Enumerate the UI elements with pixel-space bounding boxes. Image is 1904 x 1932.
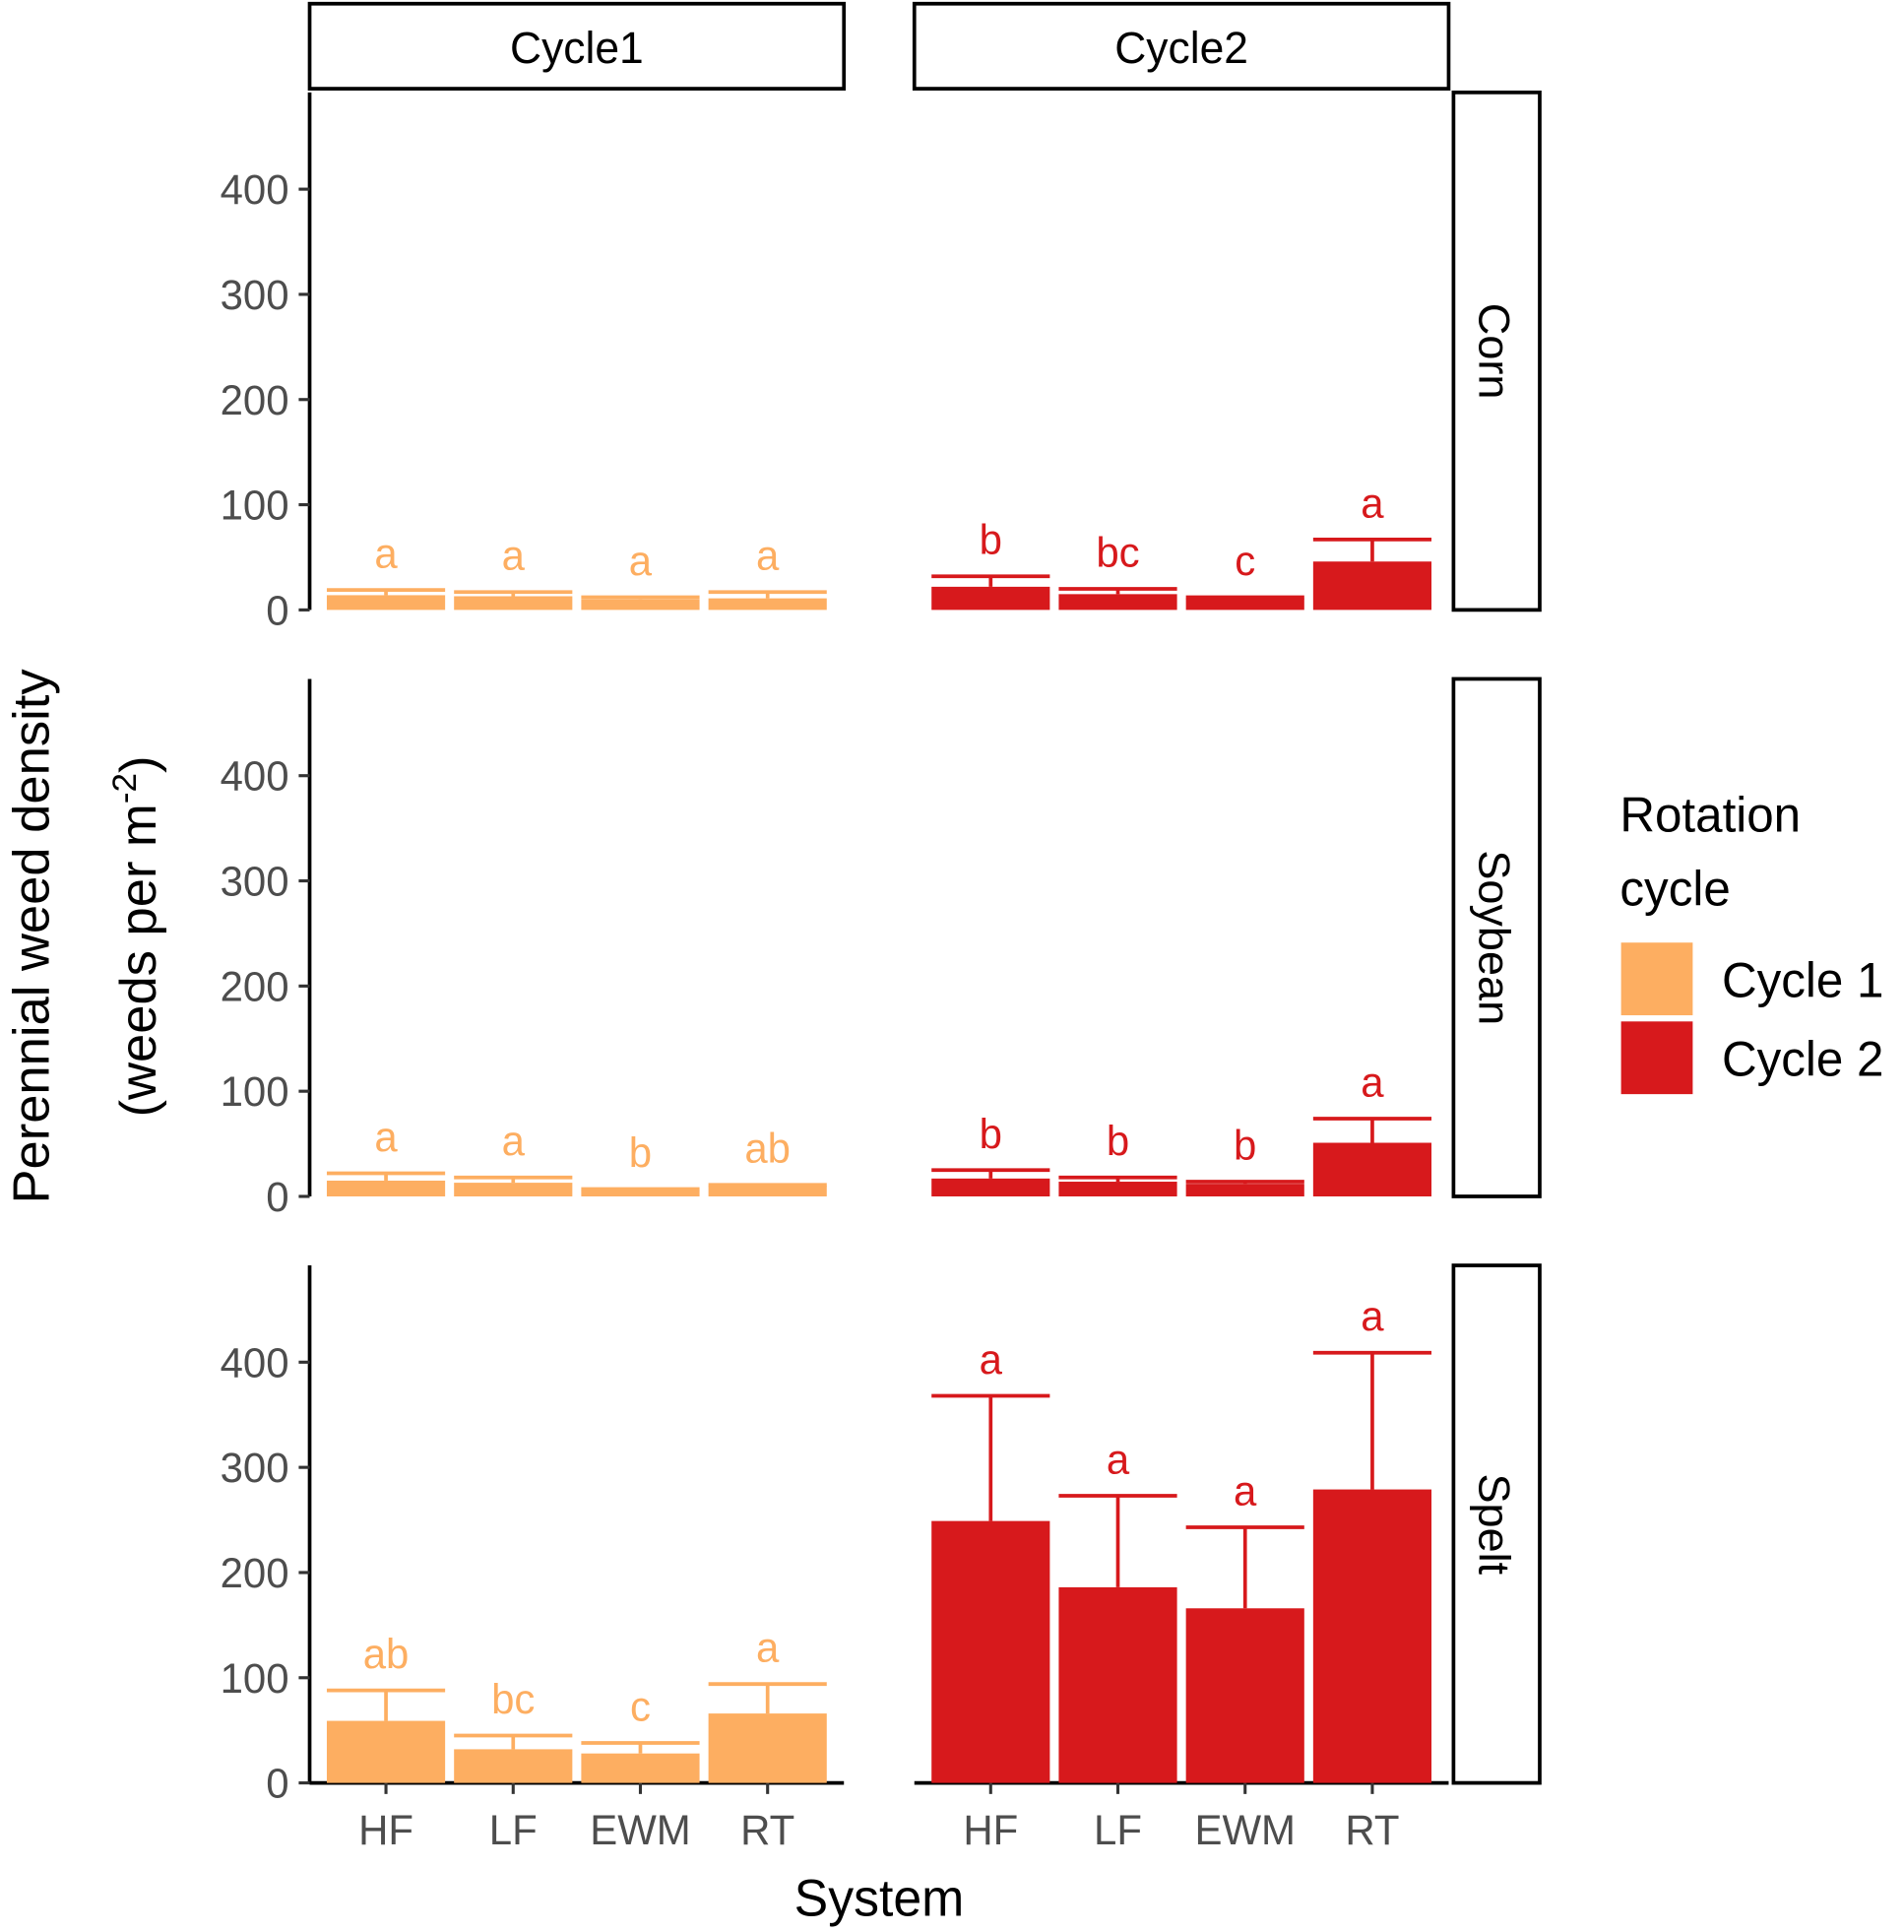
bar-spelt-cycle1-hf [326, 1720, 446, 1783]
legend-title-line1: Rotation [1619, 787, 1801, 842]
y-tick-label: 400 [221, 166, 289, 213]
significance-letter: a [1234, 1467, 1257, 1513]
bar-corn-cycle2-lf [1058, 594, 1177, 611]
bar-spelt-cycle1-ewm [581, 1753, 700, 1783]
legend-title-line2: cycle [1619, 861, 1730, 916]
x-tick-label-ewm: EWM [590, 1807, 690, 1853]
bar-corn-cycle2-ewm [1185, 598, 1304, 611]
significance-letter: bc [1096, 529, 1139, 575]
strip-cycle2 [912, 1, 1451, 91]
bar-spelt-cycle2-lf [1058, 1586, 1177, 1783]
significance-letter: b [629, 1129, 652, 1176]
significance-letter: a [1361, 1293, 1384, 1339]
significance-letter: a [374, 530, 398, 576]
significance-letter: b [1234, 1122, 1256, 1168]
x-tick-label-hf: HF [963, 1807, 1018, 1853]
legend-swatch-cycle1 [1620, 942, 1693, 1016]
bar-soybean-cycle1-ewm [581, 1190, 700, 1196]
bar-spelt-cycle2-ewm [1185, 1608, 1304, 1783]
significance-letter: a [1361, 480, 1384, 526]
y-tick-label: 200 [221, 376, 289, 422]
x-tick-label-rt: RT [740, 1807, 794, 1853]
significance-letter: a [1361, 1059, 1384, 1105]
x-tick-label-hf: HF [358, 1807, 413, 1853]
significance-letter: b [980, 516, 1002, 562]
y-tick-label: 200 [221, 1550, 289, 1596]
legend-label-cycle1: Cycle 1 [1722, 952, 1883, 1007]
significance-letter: a [980, 1336, 1003, 1383]
bar-spelt-cycle1-lf [454, 1749, 573, 1783]
bar-corn-cycle2-rt [1312, 561, 1432, 611]
strip-label-soybean: Soybean [1469, 850, 1517, 1025]
x-axis-title: System [794, 1870, 965, 1927]
y-tick-label: 0 [266, 1174, 288, 1220]
significance-letter: a [756, 532, 780, 578]
y-tick-label: 300 [221, 272, 289, 318]
strip-label-cycle1: Cycle1 [510, 25, 644, 73]
strip-label-cycle2: Cycle2 [1114, 25, 1248, 73]
bar-soybean-cycle1-lf [454, 1183, 573, 1196]
bar-soybean-cycle1-rt [708, 1186, 827, 1196]
bar-soybean-cycle1-hf [326, 1180, 446, 1196]
significance-letter: a [374, 1114, 398, 1160]
significance-letter: a [502, 1118, 526, 1164]
strip-cycle1 [307, 1, 847, 91]
significance-letter: ab [363, 1631, 410, 1677]
bar-corn-cycle1-ewm [581, 599, 700, 611]
significance-letter: a [756, 1624, 780, 1670]
y-tick-label: 300 [221, 858, 289, 904]
legend-label-cycle2: Cycle 2 [1722, 1031, 1883, 1086]
significance-letter: b [1107, 1118, 1129, 1164]
bar-soybean-cycle2-rt [1312, 1142, 1432, 1196]
legend: Rotation cycle Cycle 1 Cycle 2 [1619, 787, 1883, 1095]
y-tick-label: 0 [266, 1760, 288, 1806]
y-tick-label: 100 [221, 1655, 289, 1702]
strip-corn [1451, 90, 1542, 612]
bar-corn-cycle2-hf [931, 586, 1050, 611]
significance-letter: bc [491, 1676, 535, 1722]
y-axis-title-line2: (weeds per m-2) [106, 756, 166, 1118]
significance-letter: b [980, 1110, 1002, 1156]
bar-spelt-cycle2-rt [1312, 1489, 1432, 1783]
strip-spelt [1451, 1263, 1542, 1785]
x-tick-label-lf: LF [1094, 1807, 1142, 1853]
y-tick-label: 100 [221, 1068, 289, 1115]
strip-label-corn: Corn [1469, 303, 1517, 400]
y-tick-label: 200 [221, 963, 289, 1009]
y-tick-label: 0 [266, 587, 288, 633]
y-tick-label: 400 [221, 1339, 289, 1385]
bar-corn-cycle1-rt [708, 598, 827, 611]
bar-spelt-cycle2-hf [931, 1520, 1050, 1783]
bar-spelt-cycle1-rt [708, 1713, 827, 1783]
significance-letter: c [1235, 538, 1255, 584]
significance-letter: a [502, 532, 526, 578]
bar-soybean-cycle2-hf [931, 1178, 1050, 1196]
bar-soybean-cycle2-ewm [1185, 1184, 1304, 1196]
bar-corn-cycle1-lf [454, 596, 573, 611]
x-tick-label-lf: LF [489, 1807, 538, 1853]
bar-corn-cycle1-hf [326, 595, 446, 611]
y-tick-label: 100 [221, 482, 289, 528]
significance-letter: a [1107, 1436, 1130, 1482]
significance-letter: a [629, 538, 653, 584]
bar-soybean-cycle2-lf [1058, 1182, 1177, 1196]
y-axis-title-line1: Perennial weed density [4, 669, 61, 1203]
legend-swatch-cycle2 [1620, 1021, 1693, 1095]
y-tick-label: 300 [221, 1445, 289, 1491]
x-tick-label-rt: RT [1345, 1807, 1399, 1853]
strip-label-spelt: Spelt [1469, 1473, 1517, 1575]
strip-soybean [1451, 676, 1542, 1198]
x-tick-label-ewm: EWM [1194, 1807, 1295, 1853]
significance-letter: c [630, 1683, 651, 1729]
significance-letter: ab [744, 1125, 791, 1171]
y-tick-label: 400 [221, 752, 289, 799]
